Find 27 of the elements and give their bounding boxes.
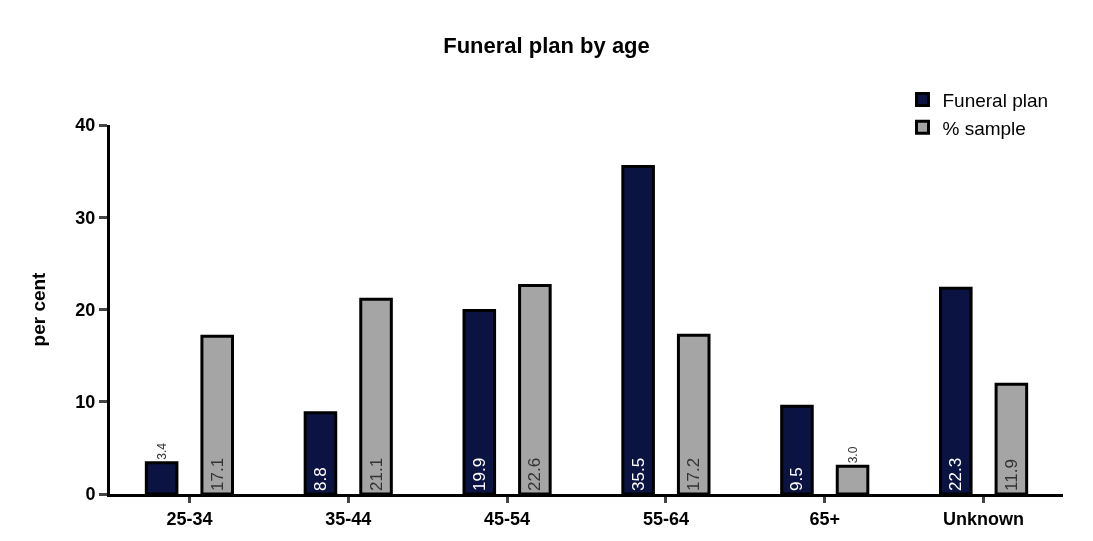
data-label: 9.5: [787, 467, 807, 491]
y-axis-title: per cent: [28, 271, 50, 347]
data-label: 8.8: [310, 467, 330, 491]
data-label: 19.9: [469, 457, 489, 491]
data-label: 17.2: [684, 457, 704, 491]
data-label: 11.9: [1001, 459, 1021, 491]
y-tick-label: 30: [75, 207, 96, 228]
legend-label: Funeral plan: [942, 89, 1049, 111]
data-label: 3.0: [845, 446, 860, 464]
data-label: 3.4: [154, 442, 169, 460]
y-tick-label: 40: [75, 115, 96, 136]
x-tick-label: 65+: [809, 508, 841, 529]
x-tick-label: 45-54: [484, 508, 531, 529]
data-label: 17.1: [207, 457, 227, 491]
y-tick-label: 0: [85, 484, 96, 505]
x-tick-label: Unknown: [943, 508, 1025, 529]
legend-label: % sample: [942, 117, 1026, 139]
data-label: 22.6: [525, 457, 545, 491]
data-label: 22.3: [946, 457, 966, 491]
data-label: 21.1: [366, 457, 386, 491]
y-tick-label: 10: [75, 392, 96, 413]
data-label: 35.5: [628, 457, 648, 491]
x-tick-label: 35-44: [325, 508, 372, 529]
x-tick-label: 55-64: [642, 508, 689, 529]
chart-title: Funeral plan by age: [443, 33, 650, 59]
x-tick-label: 25-34: [166, 508, 213, 529]
y-tick-label: 20: [75, 299, 96, 320]
